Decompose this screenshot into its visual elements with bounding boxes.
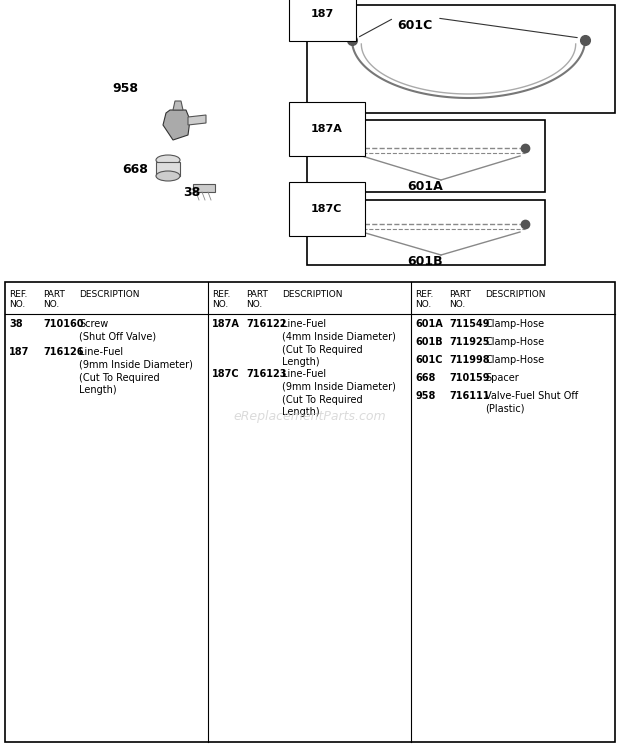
Text: 668: 668	[415, 373, 436, 383]
Text: 187C: 187C	[311, 204, 342, 214]
Text: 187: 187	[311, 9, 334, 19]
Text: Clamp-Hose: Clamp-Hose	[485, 319, 544, 329]
Text: 601C: 601C	[415, 355, 443, 365]
Text: Line-Fuel
(9mm Inside Diameter)
(Cut To Required
Length): Line-Fuel (9mm Inside Diameter) (Cut To …	[282, 369, 396, 417]
Polygon shape	[163, 110, 190, 140]
Text: DESCRIPTION: DESCRIPTION	[79, 290, 140, 299]
Text: DESCRIPTION: DESCRIPTION	[485, 290, 546, 299]
Polygon shape	[173, 101, 183, 110]
Text: 38: 38	[183, 186, 200, 199]
Text: eReplacementParts.com: eReplacementParts.com	[234, 410, 386, 423]
Text: 958: 958	[415, 391, 436, 401]
Bar	[307, 120, 545, 192]
Text: PART
NO.: PART NO.	[246, 290, 268, 310]
Text: Clamp-Hose: Clamp-Hose	[485, 337, 544, 347]
Bar	[156, 162, 180, 176]
Bar	[307, 5, 615, 113]
Text: Line-Fuel
(9mm Inside Diameter)
(Cut To Required
Length): Line-Fuel (9mm Inside Diameter) (Cut To …	[79, 347, 193, 395]
Text: 716122: 716122	[246, 319, 286, 329]
Text: 38: 38	[9, 319, 22, 329]
Text: 710159: 710159	[450, 373, 490, 383]
Text: REF.
NO.: REF. NO.	[9, 290, 27, 310]
Text: 601B: 601B	[407, 255, 443, 268]
Text: Spacer: Spacer	[485, 373, 519, 383]
Text: REF.
NO.: REF. NO.	[415, 290, 433, 310]
Bar	[5, 282, 615, 742]
Text: 187: 187	[9, 347, 29, 357]
Text: 187C: 187C	[212, 369, 240, 379]
Text: PART
NO.: PART NO.	[450, 290, 471, 310]
Ellipse shape	[156, 155, 180, 165]
Text: Valve-Fuel Shut Off
(Plastic): Valve-Fuel Shut Off (Plastic)	[485, 391, 578, 414]
Text: 601A: 601A	[407, 180, 443, 193]
Text: Line-Fuel
(4mm Inside Diameter)
(Cut To Required
Length): Line-Fuel (4mm Inside Diameter) (Cut To …	[282, 319, 396, 368]
Text: 710160: 710160	[43, 319, 84, 329]
Text: 958: 958	[112, 82, 138, 95]
Text: PART
NO.: PART NO.	[43, 290, 65, 310]
Text: DESCRIPTION: DESCRIPTION	[282, 290, 343, 299]
Text: 601A: 601A	[415, 319, 443, 329]
Text: Screw
(Shut Off Valve): Screw (Shut Off Valve)	[79, 319, 156, 341]
Text: 187A: 187A	[212, 319, 240, 329]
Bar	[307, 200, 545, 265]
Text: 668: 668	[122, 163, 148, 176]
Text: 711998: 711998	[450, 355, 490, 365]
Text: 716123: 716123	[246, 369, 286, 379]
Text: 716126: 716126	[43, 347, 84, 357]
Text: Clamp-Hose: Clamp-Hose	[485, 355, 544, 365]
Text: 601B: 601B	[415, 337, 443, 347]
Text: 601C: 601C	[397, 19, 432, 32]
Text: 187A: 187A	[311, 124, 343, 134]
Polygon shape	[188, 115, 206, 125]
Bar	[193, 184, 215, 192]
Text: 711549: 711549	[450, 319, 490, 329]
Text: 711925: 711925	[450, 337, 490, 347]
Text: 716111: 716111	[450, 391, 490, 401]
Text: REF.
NO.: REF. NO.	[212, 290, 231, 310]
Ellipse shape	[156, 171, 180, 181]
